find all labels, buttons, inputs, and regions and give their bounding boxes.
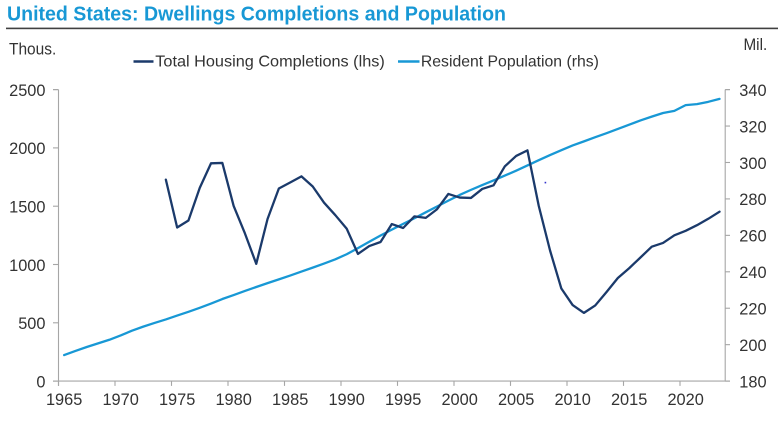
svg-text:2020: 2020 — [667, 390, 703, 409]
svg-text:Thous.: Thous. — [9, 40, 56, 59]
svg-text:1990: 1990 — [328, 390, 364, 409]
svg-text:1995: 1995 — [385, 390, 421, 409]
svg-text:1970: 1970 — [102, 390, 138, 409]
svg-text:320: 320 — [739, 117, 766, 136]
svg-text:1985: 1985 — [272, 390, 308, 409]
svg-text:220: 220 — [739, 300, 766, 319]
svg-text:Mil.: Mil. — [744, 35, 768, 54]
svg-text:2000: 2000 — [441, 390, 477, 409]
svg-text:2005: 2005 — [498, 390, 534, 409]
svg-text:200: 200 — [739, 336, 766, 355]
svg-text:2000: 2000 — [9, 139, 45, 158]
svg-text:280: 280 — [739, 190, 766, 209]
svg-text:300: 300 — [739, 154, 766, 173]
svg-text:1500: 1500 — [9, 198, 45, 217]
svg-text:Total Housing Completions (lhs: Total Housing Completions (lhs) — [155, 53, 384, 70]
svg-text:1975: 1975 — [159, 390, 195, 409]
svg-text:2500: 2500 — [9, 81, 45, 100]
svg-text:340: 340 — [739, 81, 766, 100]
svg-text:240: 240 — [739, 263, 766, 282]
svg-text:1000: 1000 — [9, 256, 45, 275]
svg-text:260: 260 — [739, 227, 766, 246]
svg-text:2010: 2010 — [554, 390, 590, 409]
svg-text:0: 0 — [36, 372, 45, 391]
svg-text:United States: Dwellings Compl: United States: Dwellings Completions and… — [7, 3, 506, 26]
svg-text:2015: 2015 — [611, 390, 647, 409]
svg-text:180: 180 — [739, 372, 766, 391]
svg-text:500: 500 — [18, 314, 45, 333]
svg-text:1965: 1965 — [46, 390, 82, 409]
svg-text:Resident Population (rhs): Resident Population (rhs) — [421, 53, 599, 70]
svg-text:1980: 1980 — [215, 390, 251, 409]
